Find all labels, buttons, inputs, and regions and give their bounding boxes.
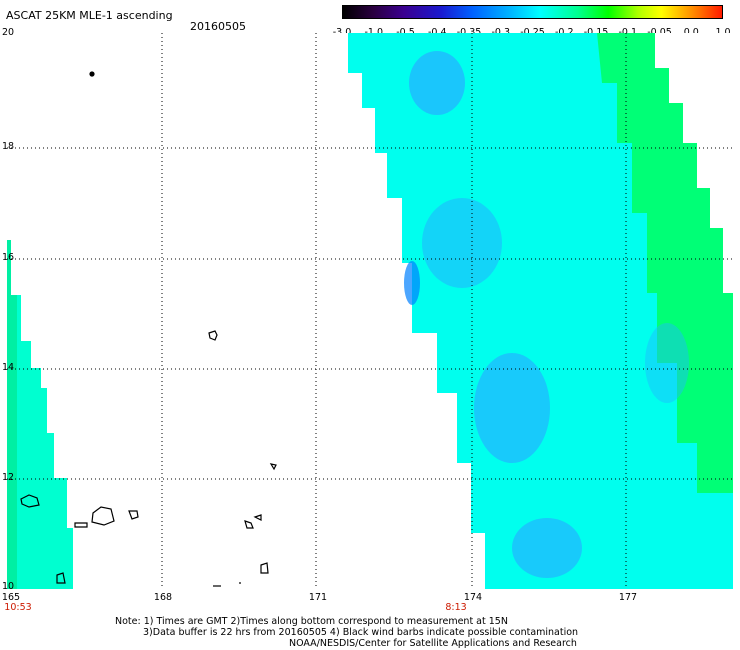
product-date: 20160505: [190, 20, 246, 33]
swath-green-band: [7, 240, 17, 589]
colorbar-tick-label: -0.4: [427, 27, 447, 38]
island: [244, 520, 254, 529]
island: [260, 562, 269, 574]
colorbar-tick-label: -0.3: [491, 27, 511, 38]
colorbar-tick-label: -1.0: [364, 27, 384, 38]
island: [253, 514, 262, 521]
island: [128, 510, 139, 520]
land-outlines: [20, 71, 277, 587]
swath-base: [7, 240, 73, 589]
swath-blue-patch: [409, 51, 465, 115]
island: [20, 494, 40, 508]
time-label: 10:53: [4, 602, 32, 613]
swath-green-band: [597, 33, 733, 493]
colorbar: [342, 5, 723, 19]
left-swath: [7, 240, 73, 589]
colorbar-tick-label: -0.05: [647, 27, 672, 38]
map-plot: [7, 33, 733, 589]
colorbar-tick-label: 0.0: [683, 27, 699, 38]
right-swath: [348, 33, 733, 589]
y-axis-label: 10: [2, 581, 15, 592]
colorbar-tick-label: -3.0: [332, 27, 352, 38]
colorbar-tick-label: -0.15: [583, 27, 609, 38]
time-label: 8:13: [445, 602, 467, 613]
colorbar-tick-label: -0.25: [520, 27, 545, 38]
swath-blue-patch: [422, 198, 502, 288]
note-line-1: Note: 1) Times are GMT 2)Times along bot…: [115, 616, 508, 627]
island: [74, 522, 88, 528]
colorbar-tick-label: -0.5: [396, 27, 415, 38]
x-axis-label: 177: [618, 592, 638, 603]
swath-blue-patch: [645, 323, 689, 403]
grid-lines: [7, 33, 733, 589]
swath-blue-patch: [512, 518, 582, 578]
y-axis-label: 12: [2, 472, 15, 483]
swath-blue-patch: [404, 261, 420, 305]
y-axis-label: 16: [2, 252, 15, 263]
y-axis-label: 14: [2, 362, 15, 373]
colorbar-tick-label: -0.1: [618, 27, 638, 38]
island: [208, 330, 218, 341]
y-axis-label: 18: [2, 141, 15, 152]
x-axis-label: 165: [1, 592, 21, 603]
island: [89, 71, 95, 77]
product-title: ASCAT 25KM MLE-1 ascending: [6, 9, 173, 22]
x-axis-label: 168: [153, 592, 173, 603]
island: [269, 463, 277, 471]
x-axis-label: 171: [308, 592, 328, 603]
island: [91, 506, 115, 526]
colorbar-tick-label: 1.0: [715, 27, 731, 38]
swath-blue-patch: [474, 353, 550, 463]
note-line-2: 3)Data buffer is 22 hrs from 20160505 4)…: [143, 627, 579, 638]
y-axis-label: 20: [2, 27, 15, 38]
colorbar-tick-label: -0.2: [554, 27, 574, 38]
island: [56, 572, 66, 584]
x-axis-label: 174: [463, 592, 483, 603]
colorbar-tick-label: -0.35: [456, 27, 482, 38]
note-line-3: NOAA/NESDIS/Center for Satellite Applica…: [289, 638, 577, 649]
